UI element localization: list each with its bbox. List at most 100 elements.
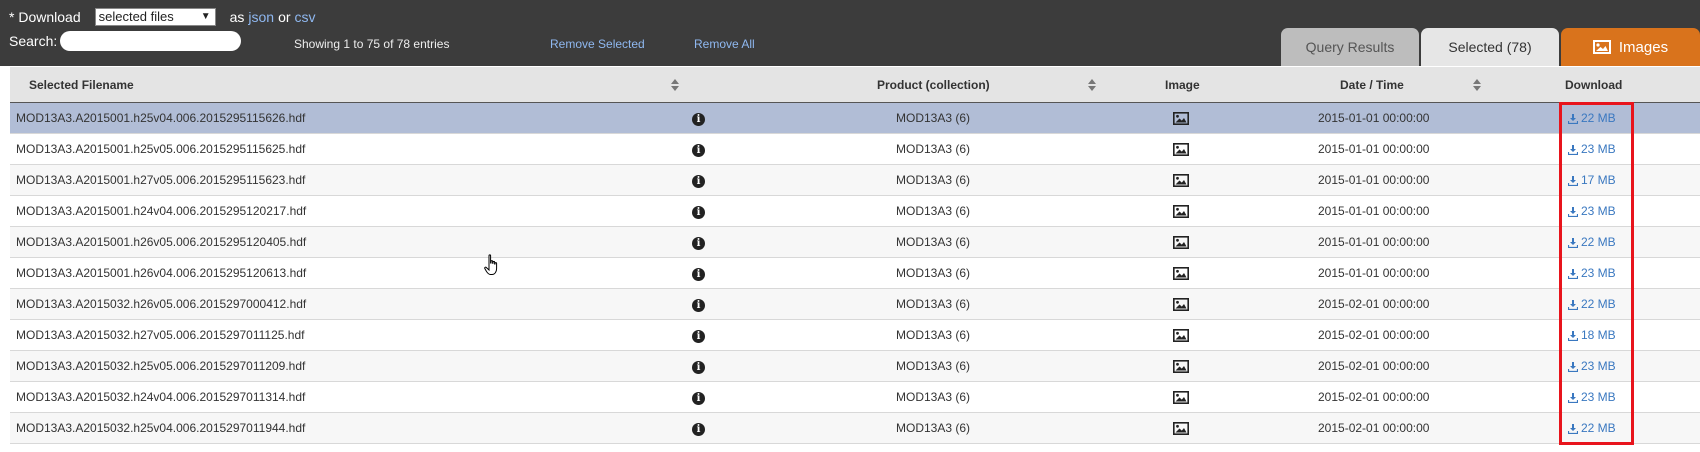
download-link[interactable]: 23 MB (1568, 258, 1616, 289)
product-cell: MOD13A3 (6) (896, 328, 971, 342)
info-button[interactable]: i (692, 421, 705, 436)
image-preview-button[interactable] (1173, 298, 1189, 312)
info-button[interactable]: i (692, 204, 705, 219)
tab-query-results-label: Query Results (1305, 39, 1395, 55)
table-row[interactable]: MOD13A3.A2015032.h25v05.006.201529701120… (10, 351, 1700, 382)
filename-cell: MOD13A3.A2015032.h25v04.006.201529701194… (16, 421, 306, 435)
image-preview-button[interactable] (1173, 422, 1189, 436)
search-input[interactable] (60, 31, 241, 51)
info-circle-icon: i (692, 175, 705, 188)
download-size: 23 MB (1581, 390, 1616, 404)
image-preview-button[interactable] (1173, 174, 1189, 188)
image-preview-button[interactable] (1173, 391, 1189, 405)
info-button[interactable]: i (692, 359, 705, 374)
download-size: 22 MB (1581, 421, 1616, 435)
image-preview-button[interactable] (1173, 205, 1189, 219)
datetime-cell: 2015-02-01 00:00:00 (1318, 328, 1430, 342)
image-preview-button[interactable] (1173, 236, 1189, 250)
header-filename[interactable]: Selected Filename (29, 78, 134, 92)
image-icon (1173, 422, 1189, 435)
table-row[interactable]: MOD13A3.A2015032.h24v04.006.201529701131… (10, 382, 1700, 413)
product-cell: MOD13A3 (6) (896, 142, 971, 156)
info-button[interactable]: i (692, 390, 705, 405)
json-link[interactable]: json (248, 9, 275, 25)
image-icon (1173, 112, 1189, 125)
header-product[interactable]: Product (collection) (877, 78, 990, 92)
download-link[interactable]: 23 MB (1568, 134, 1616, 165)
info-button[interactable]: i (692, 297, 705, 312)
header-download: Download (1565, 78, 1623, 92)
tab-images[interactable]: Images (1561, 28, 1700, 66)
info-button[interactable]: i (692, 235, 705, 250)
tab-selected-label: Selected (78) (1448, 39, 1532, 55)
info-circle-icon: i (692, 361, 705, 374)
tab-selected[interactable]: Selected (78) (1421, 28, 1559, 66)
remove-selected-link[interactable]: Remove Selected (550, 37, 645, 51)
download-icon (1568, 299, 1578, 310)
download-icon (1568, 113, 1578, 124)
table-row[interactable]: MOD13A3.A2015001.h25v04.006.201529511562… (10, 103, 1700, 134)
sort-icon[interactable] (1473, 79, 1481, 93)
selected-files-table: Selected Filename Product (collection) I… (10, 67, 1700, 444)
info-button[interactable]: i (692, 328, 705, 343)
table-row[interactable]: MOD13A3.A2015001.h26v05.006.201529512040… (10, 227, 1700, 258)
download-link[interactable]: 17 MB (1568, 165, 1616, 196)
table-row[interactable]: MOD13A3.A2015001.h25v05.006.201529511562… (10, 134, 1700, 165)
download-link[interactable]: 22 MB (1568, 413, 1616, 444)
product-cell: MOD13A3 (6) (896, 421, 971, 435)
info-button[interactable]: i (692, 173, 705, 188)
csv-link[interactable]: csv (294, 9, 316, 25)
download-link[interactable]: 22 MB (1568, 289, 1616, 320)
download-size: 18 MB (1581, 328, 1616, 342)
image-preview-button[interactable] (1173, 143, 1189, 157)
download-link[interactable]: 23 MB (1568, 351, 1616, 382)
remove-all-link[interactable]: Remove All (694, 37, 755, 51)
table-row[interactable]: MOD13A3.A2015032.h25v04.006.201529701194… (10, 413, 1700, 444)
filename-cell: MOD13A3.A2015001.h24v04.006.201529512021… (16, 204, 307, 218)
header-datetime[interactable]: Date / Time (1340, 78, 1404, 92)
download-link[interactable]: 18 MB (1568, 320, 1616, 351)
info-circle-icon: i (692, 206, 705, 219)
image-preview-button[interactable] (1173, 112, 1189, 126)
info-circle-icon: i (692, 423, 705, 436)
download-size: 23 MB (1581, 142, 1616, 156)
product-cell: MOD13A3 (6) (896, 173, 971, 187)
image-icon (1173, 205, 1189, 218)
table-row[interactable]: MOD13A3.A2015032.h27v05.006.201529701112… (10, 320, 1700, 351)
image-preview-button[interactable] (1173, 360, 1189, 374)
datetime-cell: 2015-02-01 00:00:00 (1318, 421, 1430, 435)
table-row[interactable]: MOD13A3.A2015001.h27v05.006.201529511562… (10, 165, 1700, 196)
image-icon (1173, 143, 1189, 156)
info-button[interactable]: i (692, 142, 705, 157)
image-preview-button[interactable] (1173, 267, 1189, 281)
download-link[interactable]: 22 MB (1568, 227, 1616, 258)
image-icon (1173, 360, 1189, 373)
table-row[interactable]: MOD13A3.A2015001.h26v04.006.201529512061… (10, 258, 1700, 289)
download-size: 22 MB (1581, 297, 1616, 311)
sort-icon[interactable] (671, 79, 679, 93)
datetime-cell: 2015-02-01 00:00:00 (1318, 359, 1430, 373)
sort-icon[interactable] (1088, 79, 1096, 93)
download-link[interactable]: 23 MB (1568, 382, 1616, 413)
product-cell: MOD13A3 (6) (896, 359, 971, 373)
top-toolbar: * Download selected files ▼ as json or c… (0, 0, 1700, 66)
download-link[interactable]: 23 MB (1568, 196, 1616, 227)
filename-cell: MOD13A3.A2015001.h26v04.006.201529512061… (16, 266, 307, 280)
download-link[interactable]: 22 MB (1568, 103, 1616, 134)
download-scope-select[interactable]: selected files ▼ (94, 8, 216, 26)
image-preview-button[interactable] (1173, 329, 1189, 343)
info-button[interactable]: i (692, 266, 705, 281)
chevron-down-icon: ▼ (200, 11, 211, 22)
product-cell: MOD13A3 (6) (896, 390, 971, 404)
or-label: or (278, 9, 291, 25)
tab-query-results[interactable]: Query Results (1281, 28, 1419, 66)
table-row[interactable]: MOD13A3.A2015001.h24v04.006.201529512021… (10, 196, 1700, 227)
info-circle-icon: i (692, 268, 705, 281)
info-button[interactable]: i (692, 111, 705, 126)
download-icon (1568, 330, 1578, 341)
table-row[interactable]: MOD13A3.A2015032.h26v05.006.201529700041… (10, 289, 1700, 320)
filename-cell: MOD13A3.A2015001.h27v05.006.201529511562… (16, 173, 306, 187)
download-icon (1568, 175, 1578, 186)
info-circle-icon: i (692, 299, 705, 312)
tab-images-label: Images (1618, 38, 1669, 56)
